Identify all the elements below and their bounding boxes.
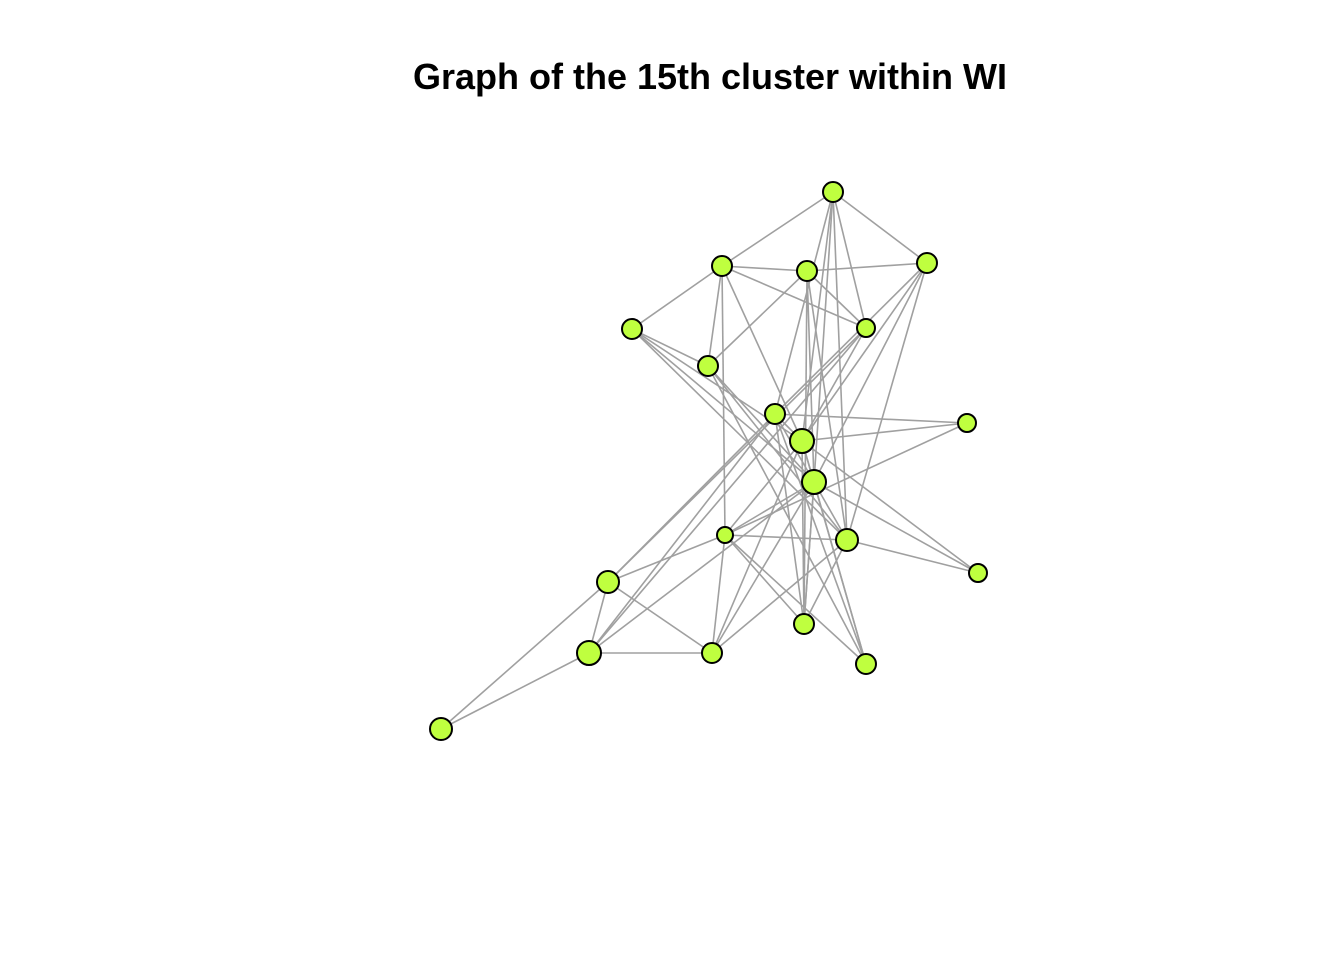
- graph-node: [796, 260, 818, 282]
- graph-edge: [711, 539, 848, 654]
- graph-edge: [721, 265, 867, 329]
- graph-edge: [846, 539, 979, 574]
- graph-edge: [588, 327, 867, 654]
- graph-edge: [440, 581, 609, 730]
- graph-edge: [724, 422, 968, 536]
- graph-edge: [774, 262, 928, 415]
- graph-node: [697, 355, 719, 377]
- graph-node: [576, 640, 602, 666]
- graph-edge: [724, 534, 805, 625]
- graph-node: [789, 428, 815, 454]
- graph-node: [855, 653, 877, 675]
- graph-edge: [724, 534, 848, 541]
- graph-edge: [806, 270, 867, 329]
- graph-edge: [631, 328, 848, 541]
- graph-node: [716, 526, 734, 544]
- graph-nodes: [429, 181, 988, 741]
- graph-edge: [707, 365, 815, 483]
- graph-node: [835, 528, 859, 552]
- graph-edge: [721, 191, 834, 267]
- graph-edge: [813, 262, 928, 483]
- graph-edge: [588, 413, 776, 654]
- graph-node: [801, 469, 827, 495]
- graph-edge: [801, 327, 867, 442]
- graph-node: [916, 252, 938, 274]
- graph-edge: [607, 413, 776, 583]
- graph-edge: [801, 262, 928, 442]
- graph-edge: [707, 365, 848, 541]
- graph-edge: [724, 481, 815, 536]
- graph-edge: [803, 481, 815, 625]
- graph-edge: [724, 440, 803, 536]
- graph-edge: [707, 270, 808, 367]
- graph-edge: [607, 581, 713, 654]
- graph-edge: [707, 265, 723, 367]
- graph-node: [793, 613, 815, 635]
- graph-edge: [607, 534, 726, 583]
- graph-edge: [801, 440, 805, 625]
- graph-edge: [801, 422, 968, 442]
- graph-edge: [724, 534, 867, 665]
- graph-edge: [832, 191, 848, 541]
- graph-edge: [813, 191, 834, 483]
- graph-edge: [631, 328, 709, 367]
- graph-node: [968, 563, 988, 583]
- graph-node: [429, 717, 453, 741]
- graph-node: [621, 318, 643, 340]
- graph-edge: [711, 481, 815, 654]
- graph-edge: [774, 413, 968, 424]
- graph-edge: [801, 191, 834, 442]
- graph-node: [701, 642, 723, 664]
- graph-edge: [813, 481, 867, 665]
- graph-node: [957, 413, 977, 433]
- graph-edge: [588, 481, 815, 654]
- graph-node: [711, 255, 733, 277]
- graph-edge: [832, 191, 867, 329]
- graph-edge: [711, 534, 726, 654]
- graph-node: [856, 318, 876, 338]
- graph-edge: [631, 328, 815, 483]
- plot-title: Graph of the 15th cluster within WI: [412, 56, 1008, 97]
- graph-edge: [721, 265, 803, 442]
- graph-edge: [813, 481, 979, 574]
- graph-edge: [774, 413, 805, 625]
- graph-edge: [440, 652, 590, 730]
- graph-edge: [631, 265, 723, 330]
- graph-edge: [711, 440, 803, 654]
- graph-edge: [803, 539, 848, 625]
- graph-edge: [707, 365, 867, 665]
- graph-edge: [801, 440, 979, 574]
- graph-edge: [721, 265, 808, 272]
- graph-edges: [440, 191, 979, 730]
- graph-edge: [774, 191, 834, 415]
- graph-node: [822, 181, 844, 203]
- graph-edge: [721, 265, 726, 536]
- graph-edge: [806, 262, 928, 272]
- graph-edge: [846, 262, 928, 541]
- graph-node: [596, 570, 620, 594]
- graph-node: [764, 403, 786, 425]
- graph-edge: [832, 191, 928, 264]
